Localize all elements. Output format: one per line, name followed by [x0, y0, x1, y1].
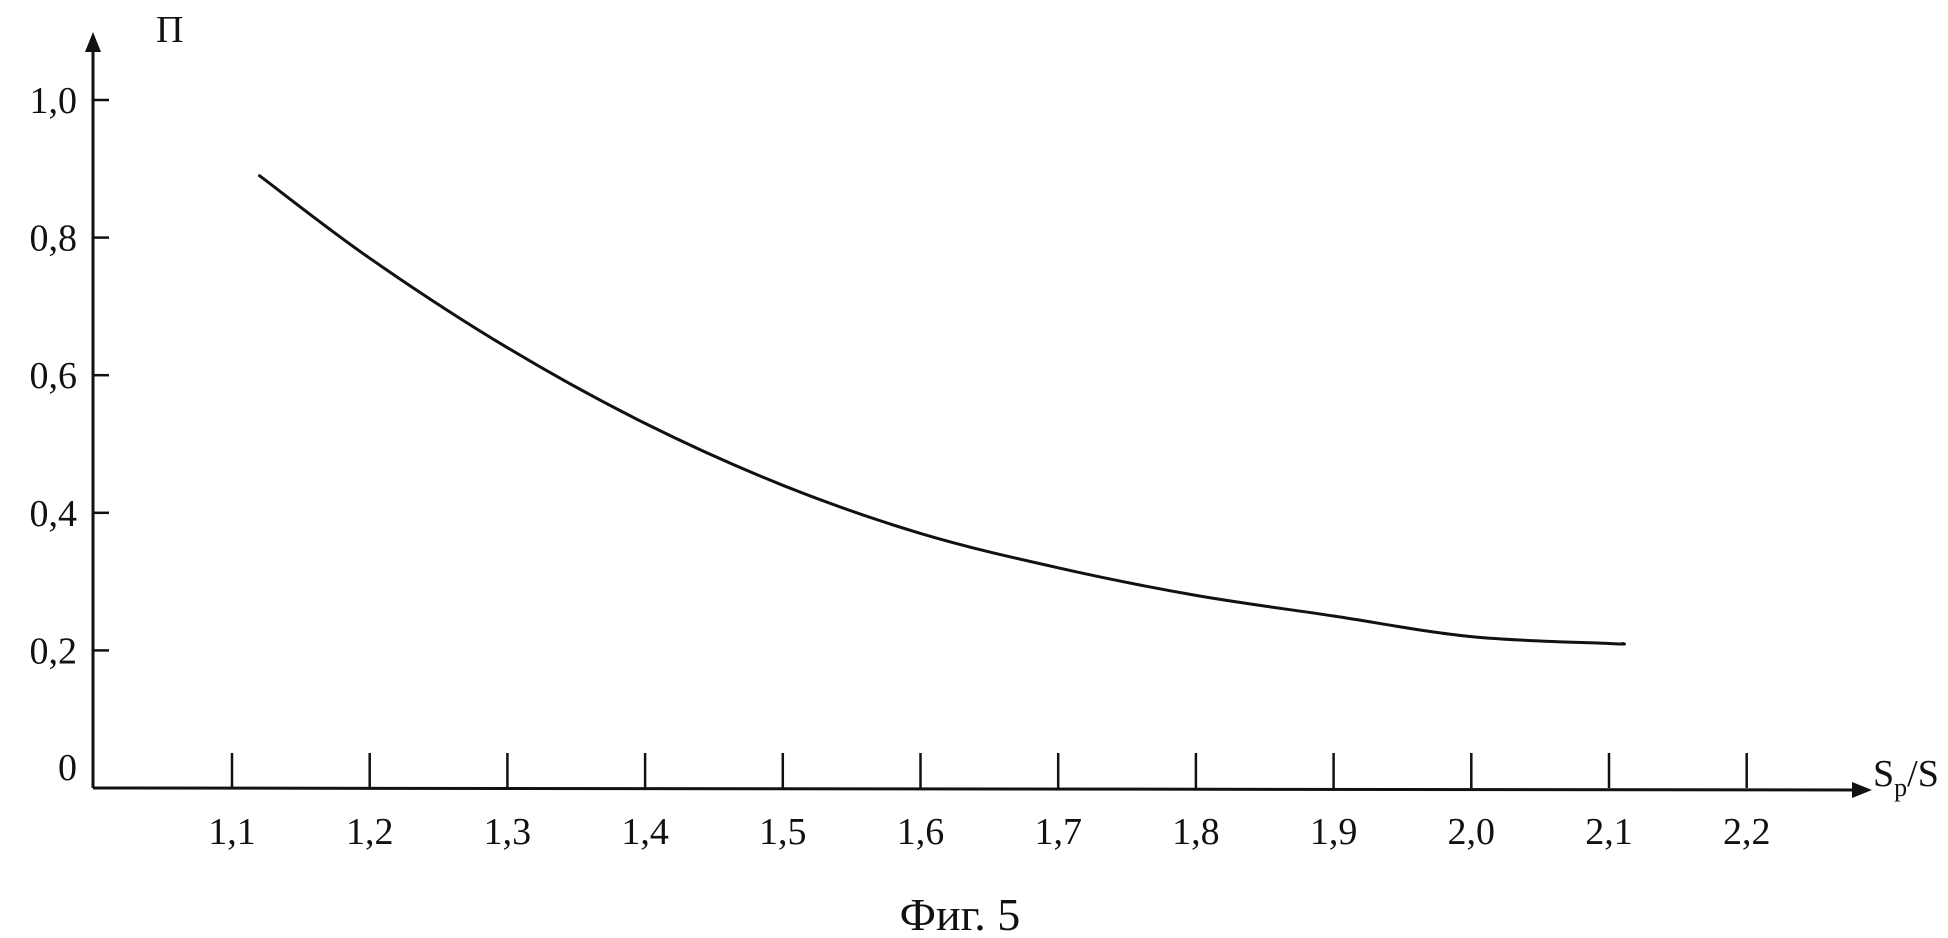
x-tick-label: 1,7 [1034, 811, 1082, 853]
x-tick-label: 1,9 [1310, 811, 1358, 853]
x-axis-line [93, 788, 1865, 790]
x-tick-label: 1,8 [1172, 811, 1220, 853]
y-tick-label: 1,0 [30, 80, 78, 122]
x-axis-label-main: S [1873, 753, 1894, 795]
x-tick-label: 1,3 [484, 811, 532, 853]
x-tick-label: 1,5 [759, 811, 807, 853]
x-tick-label: 2,2 [1723, 811, 1771, 853]
y-tick-label: 0,2 [30, 630, 78, 672]
x-axis-label: Sр/S [1873, 753, 1939, 802]
y-tick-label: 0,8 [30, 218, 78, 260]
figure-caption: Фиг. 5 [900, 889, 1021, 938]
x-axis-label-subscript: р [1894, 773, 1907, 802]
x-ticks: 1,1 1,2 1,3 1,4 1,5 1,6 1,7 1,8 1,9 2,0 2,1 2,2 [208, 753, 1770, 853]
x-axis-label-suffix: /S [1907, 753, 1939, 795]
y-ticks: 0 0,2 0,4 0,6 0,8 1,0 [30, 80, 110, 789]
x-tick-label: 1,4 [621, 811, 669, 853]
y-axis-label: П [156, 9, 183, 51]
x-tick-label: 1,6 [897, 811, 945, 853]
x-tick-label: 1,1 [208, 811, 256, 853]
x-tick-label: 1,2 [346, 811, 394, 853]
y-tick-label: 0 [58, 747, 77, 789]
x-tick-label: 2,1 [1585, 811, 1633, 853]
series-line [260, 176, 1625, 644]
x-tick-label: 2,0 [1448, 811, 1496, 853]
y-axis-arrowhead [85, 32, 101, 52]
y-tick-label: 0,4 [30, 493, 78, 535]
y-tick-label: 0,6 [30, 355, 78, 397]
x-axis-arrowhead [1852, 782, 1872, 798]
